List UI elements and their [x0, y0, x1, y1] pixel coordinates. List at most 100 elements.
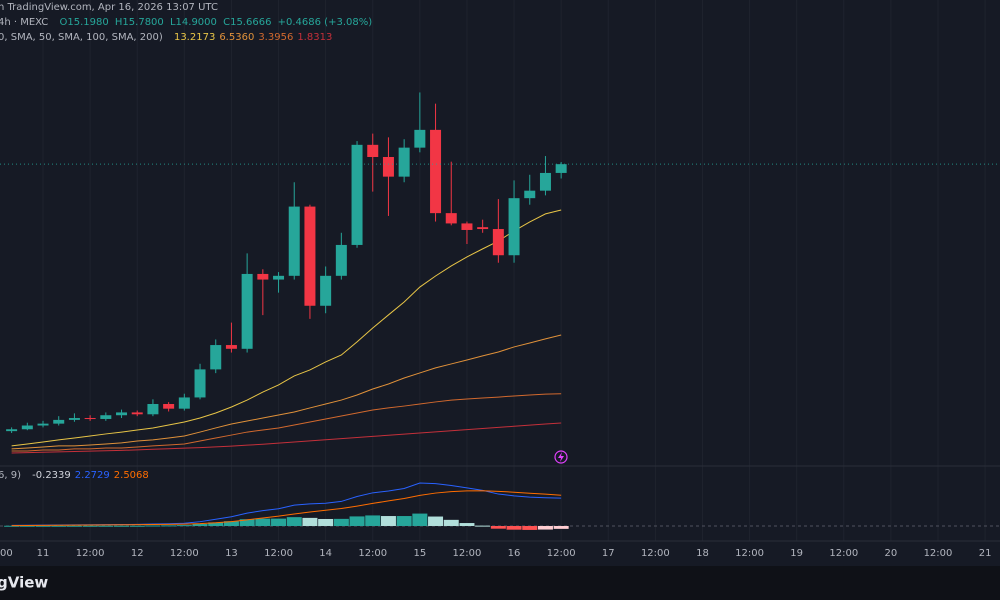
- grid: [0, 0, 985, 541]
- candle-body: [21, 425, 33, 430]
- histogram-bar: [459, 523, 475, 526]
- sma-line: [11, 393, 562, 452]
- ohlc-high: H15.7800: [115, 17, 164, 28]
- ma-value: 6.5360: [219, 32, 254, 43]
- candle-body: [6, 429, 18, 432]
- candle-body: [194, 369, 206, 398]
- macd-line: [11, 490, 562, 527]
- x-tick-label: 13: [225, 548, 238, 559]
- x-tick-label: 12:00: [547, 548, 576, 559]
- histogram-bar: [349, 516, 365, 526]
- candle-body: [84, 418, 96, 420]
- ohlc-line: 4h · MEXC O15.1980 H15.7800 L14.9000 C15…: [0, 17, 372, 28]
- histogram-bar: [475, 525, 491, 527]
- candle-body: [241, 273, 253, 349]
- candle-body: [398, 147, 410, 177]
- candle-body: [335, 244, 347, 276]
- candle-body: [555, 164, 567, 173]
- ohlc-low: L14.9000: [170, 17, 217, 28]
- alert-icon: [554, 450, 568, 464]
- histogram-bar: [318, 518, 334, 526]
- histogram-bar: [4, 525, 20, 527]
- sma-line: [11, 334, 562, 450]
- histogram-bar: [522, 525, 538, 530]
- histogram-bar: [208, 522, 224, 526]
- histogram-bar: [35, 525, 51, 527]
- ohlc-change: +0.4686 (+3.08%): [278, 17, 373, 28]
- x-tick-label: 20: [885, 548, 898, 559]
- candle-body: [53, 419, 65, 424]
- x-tick-label: 16: [508, 548, 521, 559]
- candle-body: [273, 275, 285, 280]
- candle-body: [257, 273, 269, 280]
- candle-body: [430, 129, 442, 214]
- candle-body: [382, 156, 394, 177]
- ohlc-open: O15.1980: [59, 17, 108, 28]
- ma-legend: 0, SMA, 50, SMA, 100, SMA, 200) 13.2173 6…: [0, 32, 332, 43]
- macd-label: 6, 9): [0, 470, 21, 481]
- candle-body: [210, 345, 222, 370]
- candle-body: [477, 227, 489, 230]
- histogram-bar: [286, 517, 302, 526]
- ma-value: 13.2173: [174, 32, 215, 43]
- x-tick-label: 11: [37, 548, 50, 559]
- histogram-bar: [51, 525, 67, 527]
- candle-body: [68, 418, 80, 420]
- histogram-bar: [192, 524, 208, 526]
- histogram-bar: [443, 519, 459, 526]
- x-tick-label: 00: [0, 548, 13, 559]
- histogram-bar: [239, 519, 255, 526]
- logo: gView: [0, 574, 48, 592]
- macd-legend: 6, 9) -0.2339 2.2729 2.5068: [0, 470, 149, 481]
- candle-body: [178, 397, 190, 409]
- histogram-bar: [506, 525, 522, 530]
- histogram-bar: [537, 525, 553, 530]
- histogram-bar: [490, 525, 506, 529]
- x-tick-label: 12:00: [735, 548, 764, 559]
- ma-value: 1.8313: [297, 32, 332, 43]
- histogram-bar: [553, 525, 569, 529]
- candle-body: [524, 190, 536, 199]
- x-tick-label: 14: [319, 548, 332, 559]
- histogram-bar: [412, 513, 428, 526]
- candle-body: [320, 275, 332, 306]
- histogram-bar: [161, 525, 177, 527]
- candle-body: [304, 206, 316, 306]
- candle-body: [508, 198, 520, 256]
- histogram-bar: [380, 516, 396, 526]
- sma-line: [11, 422, 562, 454]
- candle-body: [492, 229, 504, 256]
- histogram-bar: [396, 516, 412, 526]
- x-tick-label: 18: [696, 548, 709, 559]
- histogram-bar: [82, 525, 98, 527]
- x-tick-label: 12:00: [264, 548, 293, 559]
- x-tick-label: 12:00: [453, 548, 482, 559]
- macd-value: -0.2339: [32, 470, 71, 481]
- candle-body: [351, 144, 363, 245]
- candle-body: [163, 403, 175, 409]
- histogram-bar: [129, 525, 145, 527]
- histogram-bar: [176, 525, 192, 527]
- histogram-bar: [333, 518, 349, 526]
- histogram-bar: [255, 518, 271, 526]
- histogram-bar: [114, 525, 130, 527]
- histogram-bar: [223, 521, 239, 526]
- x-tick-label: 19: [790, 548, 803, 559]
- macd-value: 2.5068: [114, 470, 149, 481]
- x-tick-label: 12:00: [358, 548, 387, 559]
- candle-body: [100, 415, 112, 419]
- candle-body: [147, 403, 159, 415]
- plot: [0, 92, 1000, 530]
- symbol: 4h · MEXC: [0, 17, 48, 28]
- histogram-bar: [271, 518, 287, 526]
- ma-value: 3.3956: [258, 32, 293, 43]
- candle-body: [445, 213, 457, 224]
- footer-bar: [0, 566, 1000, 600]
- x-tick-label: 12:00: [829, 548, 858, 559]
- candle-body: [116, 412, 128, 416]
- macd-value: 2.2729: [75, 470, 110, 481]
- candle-body: [367, 144, 379, 157]
- x-tick-label: 12:00: [641, 548, 670, 559]
